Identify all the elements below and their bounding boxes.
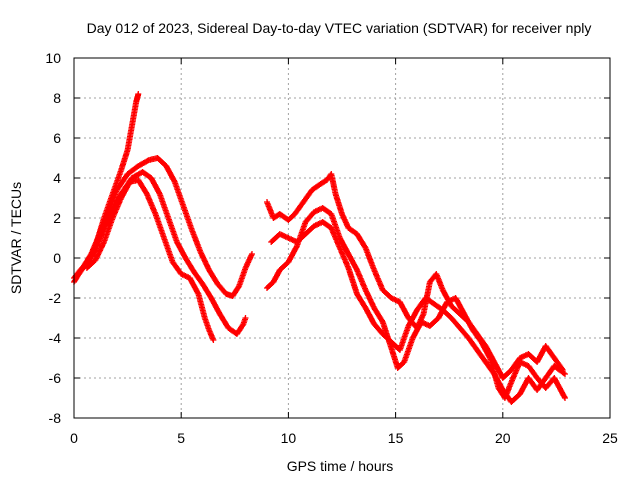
series-trace-7 — [268, 219, 568, 405]
series-trace-4 — [83, 177, 217, 343]
series-trace-5 — [264, 171, 566, 381]
x-axis-label: GPS time / hours — [287, 458, 394, 474]
x-tick-label: 0 — [70, 430, 78, 446]
marker-trace — [264, 205, 568, 401]
marker-trace — [71, 91, 142, 281]
marker-trace — [268, 219, 568, 405]
x-tick-label: 5 — [177, 430, 185, 446]
y-tick-label: -4 — [49, 330, 62, 346]
x-tick-label: 10 — [281, 430, 297, 446]
y-tick-label: 0 — [53, 250, 61, 266]
y-tick-label: 10 — [45, 50, 61, 66]
x-tick-label: 15 — [388, 430, 404, 446]
marker-trace — [83, 177, 217, 343]
y-tick-label: 2 — [53, 210, 61, 226]
y-tick-label: 4 — [53, 170, 61, 186]
data-points — [71, 91, 568, 405]
chart-title: Day 012 of 2023, Sidereal Day-to-day VTE… — [87, 20, 592, 36]
x-tick-label: 25 — [602, 430, 618, 446]
x-tick-label: 20 — [495, 430, 511, 446]
y-axis-label: SDTVAR / TECUs — [8, 182, 24, 294]
grid — [74, 58, 610, 418]
y-tick-label: -8 — [49, 410, 62, 426]
y-tick-label: 6 — [53, 130, 61, 146]
series-trace-3 — [75, 169, 249, 337]
y-tick-label: -6 — [49, 370, 62, 386]
y-tick-label: -2 — [49, 290, 62, 306]
y-tick-label: 8 — [53, 90, 61, 106]
series-trace-2 — [71, 91, 142, 281]
plot-frame — [73, 57, 611, 419]
marker-trace — [75, 169, 249, 337]
marker-trace — [264, 171, 566, 381]
series-trace-6 — [264, 205, 568, 401]
axes: 0 5 10 15 20 25 -8 -6 -4 -2 0 2 4 6 8 10 — [45, 50, 618, 446]
